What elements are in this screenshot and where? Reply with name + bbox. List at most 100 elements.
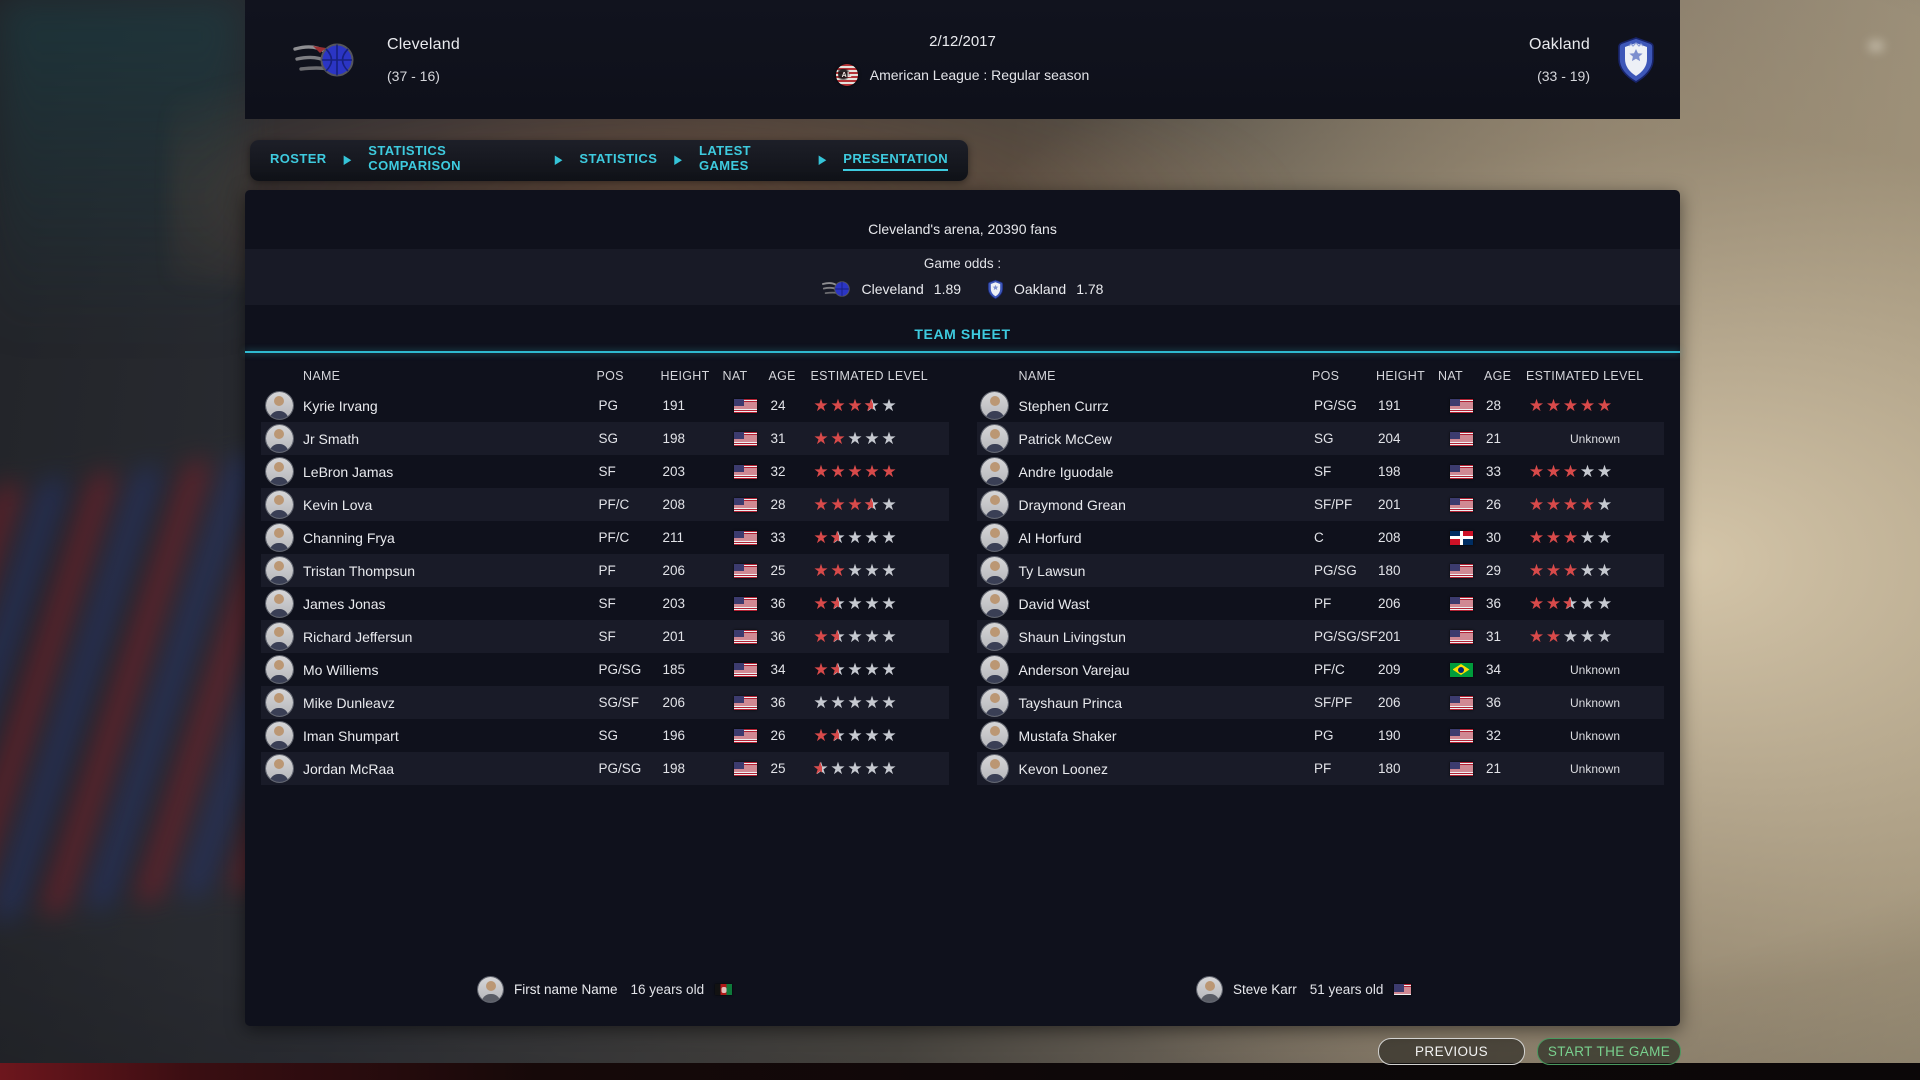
star-icon: ★ xyxy=(847,462,863,481)
table-row[interactable]: Kyrie Irvang PG 191 24 ★ ★ ★ ★ ★ ★ xyxy=(261,389,949,422)
player-estimated-level: ★ ★ ★ ★ ★ ★ xyxy=(811,397,949,414)
star-icon: ★ xyxy=(813,429,829,448)
tab-latest-games[interactable]: LATEST GAMES xyxy=(699,143,802,178)
away-team-name: Oakland xyxy=(1529,35,1590,53)
table-row[interactable]: Jr Smath SG 198 31 ★ ★ ★ ★ ★ xyxy=(261,422,949,455)
star-icon: ★ xyxy=(1562,495,1579,514)
table-row[interactable]: Mustafa Shaker PG 190 32 Unknown xyxy=(977,719,1665,752)
column-header: NAME xyxy=(303,368,341,383)
player-position: PF xyxy=(1314,761,1332,776)
tab-presentation[interactable]: PRESENTATION xyxy=(843,151,948,171)
player-position: SG xyxy=(598,728,619,743)
table-row[interactable]: Mike Dunleavz SG/SF 206 36 ★ ★ ★ ★ ★ xyxy=(261,686,949,719)
star-icon: ★ xyxy=(881,528,897,547)
player-position: PG/SG/SF xyxy=(1314,629,1378,644)
table-row[interactable]: Kevon Loonez PF 180 21 Unknown xyxy=(976,752,1664,785)
table-row[interactable]: David Wast PF 206 36 ★ ★ ★ ★ ★ ★ xyxy=(977,587,1665,620)
column-header: AGE xyxy=(1484,368,1512,383)
player-position: PF/C xyxy=(598,530,630,545)
cleveland-team-logo-icon xyxy=(293,36,359,84)
table-row[interactable]: Patrick McCew SG 204 21 Unknown xyxy=(976,422,1664,455)
star-icon: ★ xyxy=(1562,528,1579,547)
table-row[interactable]: Shaun Livingstun PG/SG/SF 201 31 ★ ★ ★ ★ ★ xyxy=(976,620,1664,653)
tab-statistics[interactable]: STATISTICS xyxy=(579,151,657,171)
column-header: NAT xyxy=(722,368,748,383)
start-the-game-button[interactable]: START THE GAME xyxy=(1537,1038,1681,1065)
star-icon: ★ xyxy=(813,693,829,712)
table-row[interactable]: Stephen Currz PG/SG 191 28 ★ ★ ★ ★ ★ xyxy=(977,389,1665,422)
table-row[interactable]: Tristan Thompsun PF 206 25 ★ ★ ★ ★ ★ xyxy=(261,554,949,587)
table-row[interactable]: Jordan McRaa PG/SG 198 25 ★ ★ ★ ★ ★ ★ xyxy=(261,752,949,785)
flag-usa-icon xyxy=(734,431,757,446)
bottom-bar xyxy=(0,1063,1920,1080)
star-icon: ★ ★ xyxy=(829,528,846,547)
chevron-right-icon: ▶ xyxy=(674,153,682,168)
player-name: Ty Lawsun xyxy=(1018,562,1086,579)
star-icon: ★ xyxy=(1528,462,1545,481)
star-icon: ★ xyxy=(1545,528,1562,547)
table-row[interactable]: Tayshaun Princa SF/PF 206 36 Unknown xyxy=(976,686,1664,719)
player-name: David Wast xyxy=(1018,595,1090,612)
flag-usa-icon xyxy=(734,662,757,677)
star-icon: ★ xyxy=(830,693,846,712)
player-position: SF/PF xyxy=(1314,695,1353,710)
flag-usa-icon xyxy=(1449,695,1473,710)
player-height: 204 xyxy=(1378,431,1401,446)
away-odds-team: Oakland xyxy=(1014,281,1067,297)
player-height: 201 xyxy=(662,629,686,644)
tab-statistics-comparison[interactable]: STATISTICS COMPARISON xyxy=(368,143,537,178)
player-name: LeBron Jamas xyxy=(303,463,394,480)
table-row[interactable]: Channing Frya PF/C 211 33 ★ ★ ★ ★ ★ ★ xyxy=(261,521,949,554)
star-icon: ★ xyxy=(830,495,846,514)
table-row[interactable]: Draymond Grean SF/PF 201 26 ★ ★ ★ ★ ★ xyxy=(976,488,1664,521)
table-row[interactable]: LeBron Jamas SF 203 32 ★ ★ ★ ★ ★ xyxy=(261,455,949,488)
table-row[interactable]: Andre Iguodale SF 198 33 ★ ★ ★ ★ ★ xyxy=(977,455,1665,488)
flag-usa-icon xyxy=(1449,398,1473,413)
player-age: 30 xyxy=(1486,530,1502,545)
table-row[interactable]: Mo Williems PG/SG 185 34 ★ ★ ★ ★ ★ ★ xyxy=(261,653,949,686)
column-header: HEIGHT xyxy=(660,368,710,383)
star-icon: ★ xyxy=(847,660,863,679)
player-height: 211 xyxy=(662,530,685,545)
table-row[interactable]: Iman Shumpart SG 196 26 ★ ★ ★ ★ ★ ★ xyxy=(261,719,949,752)
player-estimated-level: ★ ★ ★ ★ ★ xyxy=(811,694,949,711)
player-height: 180 xyxy=(1378,761,1401,776)
player-height: 206 xyxy=(662,695,686,710)
star-icon: ★ xyxy=(847,396,863,415)
star-icon: ★ ★ xyxy=(863,396,880,415)
flag-usa-icon xyxy=(734,398,757,413)
star-icon: ★ xyxy=(864,528,880,547)
star-icon: ★ xyxy=(1596,462,1613,481)
player-position: PF xyxy=(1314,596,1332,611)
away-coach: Steve Karr 51 years old xyxy=(1197,977,1412,1002)
player-name: Channing Frya xyxy=(303,529,395,546)
player-name: Kevin Lova xyxy=(303,496,373,513)
star-icon: ★ xyxy=(847,759,863,778)
star-icon: ★ ★ xyxy=(812,759,829,778)
table-row[interactable]: Ty Lawsun PG/SG 180 29 ★ ★ ★ ★ ★ xyxy=(976,554,1664,587)
star-icon: ★ xyxy=(881,462,897,481)
player-estimated-level: Unknown xyxy=(1526,432,1664,446)
tab-roster[interactable]: ROSTER xyxy=(270,151,327,171)
star-icon: ★ xyxy=(813,627,829,646)
star-icon: ★ xyxy=(864,561,880,580)
star-icon: ★ xyxy=(1545,396,1562,415)
player-name: Shaun Livingstun xyxy=(1018,628,1126,645)
table-row[interactable]: James Jonas SF 203 36 ★ ★ ★ ★ ★ ★ xyxy=(261,587,949,620)
player-position: PF/C xyxy=(1314,662,1345,677)
chevron-right-icon: ▶ xyxy=(554,153,563,168)
coach-avatar xyxy=(478,977,503,1002)
previous-button[interactable]: PREVIOUS xyxy=(1378,1038,1525,1065)
table-row[interactable]: Kevin Lova PF/C 208 28 ★ ★ ★ ★ ★ ★ xyxy=(261,488,949,521)
player-height: 190 xyxy=(1378,728,1401,743)
table-row[interactable]: Richard Jeffersun SF 201 36 ★ ★ ★ ★ ★ ★ xyxy=(261,620,949,653)
player-age: 28 xyxy=(1486,398,1502,413)
star-icon: ★ xyxy=(1545,561,1562,580)
table-row[interactable]: Al Horfurd C 208 30 ★ ★ ★ ★ ★ xyxy=(977,521,1665,554)
player-avatar xyxy=(981,458,1008,485)
table-row[interactable]: Anderson Varejau PF/C 209 34 Unknown xyxy=(977,653,1665,686)
background-bokeh xyxy=(1868,40,1884,52)
coach-age: 51 years old xyxy=(1309,982,1384,997)
table-header: NAME POS HEIGHT NAT AGE ESTIMATED LEVEL xyxy=(977,362,1665,389)
flag-usa-icon xyxy=(1449,464,1473,479)
